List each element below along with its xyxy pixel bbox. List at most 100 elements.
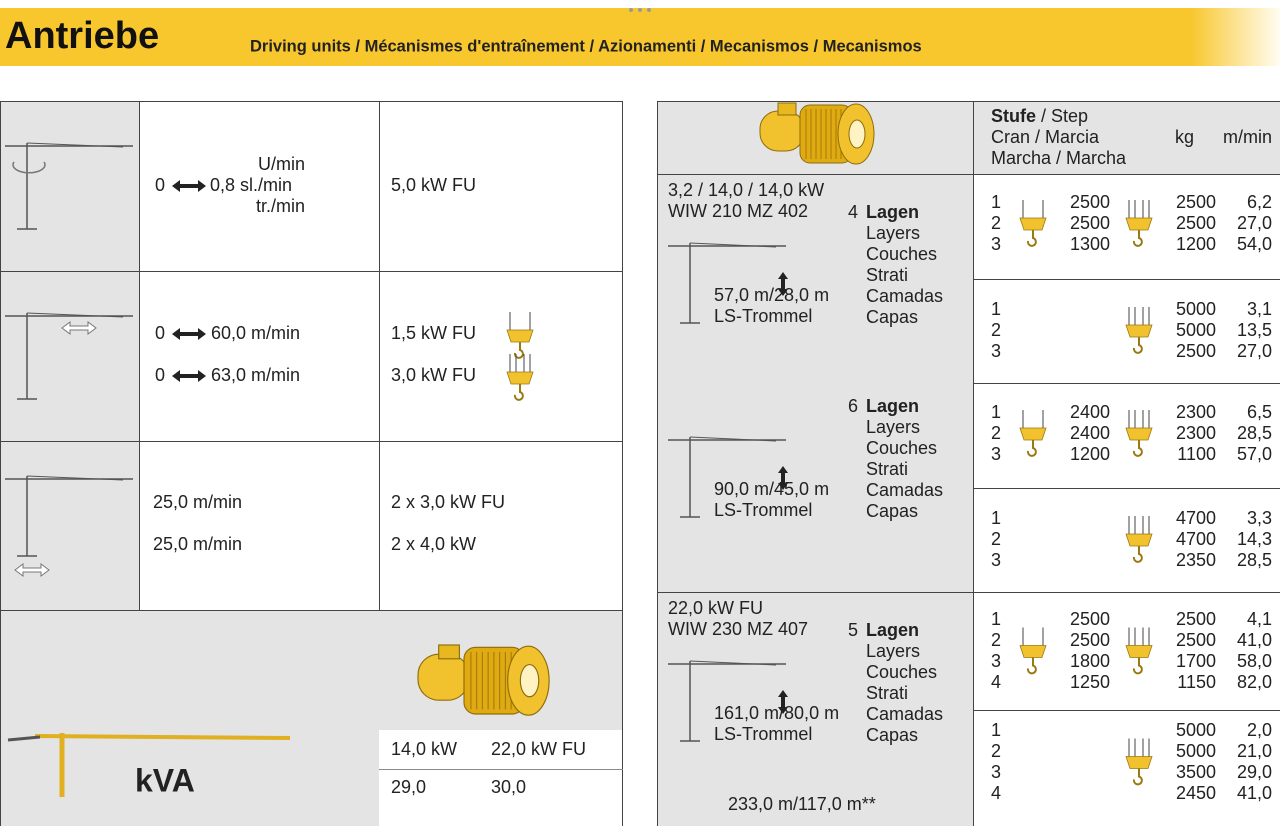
layers-translation: Strati (866, 683, 908, 703)
motor-box (439, 645, 460, 659)
step: 4 (991, 783, 1001, 803)
load: 2500 (1176, 630, 1216, 650)
load: 5000 (1176, 720, 1216, 740)
block (1126, 534, 1152, 546)
load: 5000 (1176, 741, 1216, 761)
layers-translation: Capas (866, 501, 918, 521)
drive-model: WIW 210 MZ 402 (668, 201, 808, 221)
block (1020, 646, 1046, 658)
hook (515, 384, 523, 400)
load: 2500 (1176, 213, 1216, 233)
power: 1,5 kW FU (391, 323, 476, 343)
load: 1700 (1176, 651, 1216, 671)
speed: 2,0 (1247, 720, 1272, 740)
layers-translation: Layers (866, 417, 920, 437)
hook (1134, 440, 1142, 456)
power: 3,0 kW FU (391, 365, 476, 385)
speed-from: 0 (155, 323, 165, 343)
hook (1134, 769, 1142, 785)
layers-translation: Camadas (866, 480, 943, 500)
layers-translation: Camadas (866, 704, 943, 724)
hook-icon (1126, 628, 1152, 674)
title: Antriebe (5, 15, 159, 57)
header-line: Marcha / Marcha (991, 148, 1127, 168)
speed: 6,2 (1247, 192, 1272, 212)
motor-body (418, 654, 469, 700)
speed: 25,0 m/min (153, 492, 242, 512)
layer-count: 5 (848, 620, 858, 640)
step: 1 (991, 192, 1001, 212)
load: 2500 (1176, 192, 1216, 212)
hook (1134, 658, 1142, 674)
load: 2350 (1176, 550, 1216, 570)
load-2fall: 2500 (1070, 609, 1110, 629)
kva-value: 29,0 (391, 777, 426, 797)
icon-column (0, 101, 139, 610)
load-2fall: 2500 (1070, 213, 1110, 233)
load: 5000 (1176, 299, 1216, 319)
double-arrow (172, 180, 206, 192)
speed: 41,0 (1237, 630, 1272, 650)
speed: 58,0 (1237, 651, 1272, 671)
hook-icon (1020, 200, 1046, 246)
hook-icon (1126, 307, 1152, 353)
step: 3 (991, 234, 1001, 254)
hook (1028, 658, 1036, 674)
block (1126, 218, 1152, 230)
step: 3 (991, 651, 1001, 671)
hook (1134, 230, 1142, 246)
load: 2300 (1176, 423, 1216, 443)
speed: 13,5 (1237, 320, 1272, 340)
layers-translation: Camadas (866, 286, 943, 306)
load-2fall: 1200 (1070, 444, 1110, 464)
drum-type: LS-Trommel (714, 724, 812, 744)
power: 5,0 kW FU (391, 175, 476, 195)
hook-icon (507, 354, 533, 400)
step: 1 (991, 299, 1001, 319)
power: 2 x 3,0 kW FU (391, 492, 505, 512)
drive-footer: 233,0 m/117,0 m** (728, 794, 876, 814)
motor-box (778, 103, 796, 115)
hook-icon (1126, 200, 1152, 246)
layers-translation: Strati (866, 459, 908, 479)
step: 3 (991, 762, 1001, 782)
layers-translation: Layers (866, 641, 920, 661)
kva-label: kVA (135, 762, 195, 798)
speed: 54,0 (1237, 234, 1272, 254)
step: 2 (991, 529, 1001, 549)
rope-length: 90,0 m/45,0 m (714, 479, 829, 499)
speed: 3,3 (1247, 508, 1272, 528)
layers-translation: Layers (866, 223, 920, 243)
layers-translation: Capas (866, 307, 918, 327)
block (507, 330, 533, 342)
hub (520, 665, 538, 697)
layer-count: 4 (848, 202, 858, 222)
block (1126, 757, 1152, 769)
block (1126, 325, 1152, 337)
load-2fall: 1800 (1070, 651, 1110, 671)
load: 4700 (1176, 508, 1216, 528)
load-2fall: 2500 (1070, 630, 1110, 650)
step: 1 (991, 720, 1001, 740)
speed: 27,0 (1237, 341, 1272, 361)
layer-count: 6 (848, 396, 858, 416)
load: 1100 (1177, 444, 1216, 464)
speed: 82,0 (1237, 672, 1272, 692)
load: 2450 (1176, 783, 1216, 803)
hook-icon (1126, 410, 1152, 456)
step: 2 (991, 320, 1001, 340)
drum-type: LS-Trommel (714, 306, 812, 326)
kva-header: 22,0 kW FU (491, 739, 586, 759)
step: 2 (991, 741, 1001, 761)
load-2fall: 1300 (1070, 234, 1110, 254)
hook-icon (1020, 628, 1046, 674)
speed: 41,0 (1237, 783, 1272, 803)
layers-translation: Capas (866, 725, 918, 745)
speed: 29,0 (1237, 762, 1272, 782)
load: 4700 (1176, 529, 1216, 549)
speed-from: 0 (155, 175, 165, 195)
load: 1200 (1176, 234, 1216, 254)
speed: 3,1 (1247, 299, 1272, 319)
layers-translation: Couches (866, 244, 937, 264)
